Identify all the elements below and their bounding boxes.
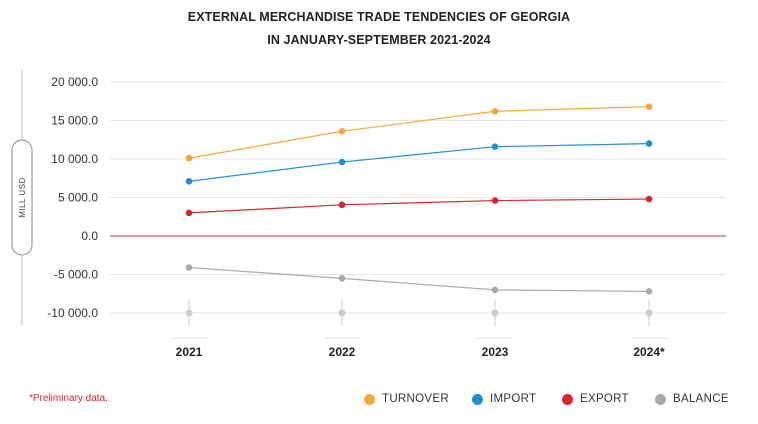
- legend-marker-export: [562, 393, 573, 405]
- y-tick-label: 5 000.0: [58, 191, 98, 205]
- legend-marker-turnover: [364, 393, 375, 405]
- data-point-turnover: [338, 127, 346, 135]
- footnote: *Preliminary data.: [29, 393, 108, 404]
- legend-item-turnover: TURNOVER: [364, 393, 449, 405]
- data-point-import: [491, 143, 499, 150]
- y-tick-label: -10 000.0: [47, 306, 98, 320]
- x-tick-label: 2022: [329, 345, 356, 359]
- x-tick-marker: [491, 309, 499, 317]
- y-tick-label: 10 000.0: [51, 152, 98, 166]
- data-point-import: [185, 178, 193, 185]
- data-point-export: [338, 201, 346, 209]
- series-line-balance: [188, 266, 650, 293]
- y-axis-label: MILL USD: [18, 177, 27, 218]
- data-point-turnover: [645, 103, 653, 110]
- data-point-balance: [645, 288, 653, 295]
- x-tick-label: 2021: [176, 345, 203, 359]
- x-tick-marker: [185, 309, 193, 317]
- data-point-export: [491, 197, 499, 204]
- series-line-import: [188, 143, 650, 182]
- legend-label-export: EXPORT: [580, 393, 629, 405]
- legend-item-export: EXPORT: [562, 393, 629, 405]
- y-tick-label: 15 000.0: [51, 114, 98, 128]
- legend-label-balance: BALANCE: [673, 393, 729, 405]
- legend-item-balance: BALANCE: [655, 393, 729, 405]
- data-point-export: [645, 195, 653, 203]
- y-tick-label: -5 000.0: [54, 268, 98, 282]
- chart-title-line2: IN JANUARY-SEPTEMBER 2021-2024: [267, 33, 491, 47]
- x-tick-label: 2024*: [633, 345, 665, 359]
- x-tick-marker: [645, 309, 653, 317]
- legend-item-import: IMPORT: [472, 393, 536, 405]
- data-point-balance: [491, 286, 499, 294]
- legend-label-import: IMPORT: [490, 393, 537, 405]
- y-tick-label: 0.0: [81, 229, 98, 243]
- x-tick-label: 2023: [482, 345, 509, 359]
- legend-marker-balance: [655, 393, 666, 405]
- data-point-import: [338, 158, 346, 166]
- legend-label-turnover: TURNOVER: [382, 393, 449, 405]
- legend-marker-import: [472, 393, 483, 405]
- data-point-turnover: [491, 107, 499, 115]
- data-point-export: [185, 209, 193, 217]
- y-axis-label-pill: [11, 139, 33, 256]
- x-tick-marker: [338, 309, 346, 317]
- data-point-import: [645, 140, 653, 147]
- y-tick-label: 20 000.0: [51, 75, 98, 89]
- series-line-export: [188, 198, 650, 214]
- data-point-turnover: [185, 154, 193, 162]
- data-point-balance: [185, 264, 193, 271]
- chart-title-line1: EXTERNAL MERCHANDISE TRADE TENDENCIES OF…: [187, 10, 571, 24]
- series-line-turnover: [188, 106, 650, 159]
- data-point-balance: [338, 275, 346, 282]
